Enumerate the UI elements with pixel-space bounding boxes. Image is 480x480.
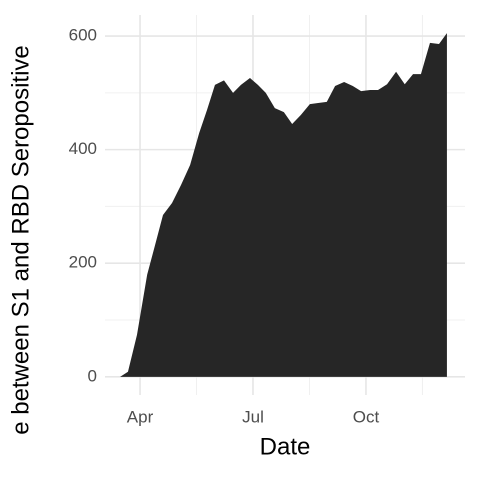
- y-tick-label: 600: [69, 26, 97, 45]
- x-tick-label: Jul: [242, 407, 264, 426]
- y-tick-label: 200: [69, 253, 97, 272]
- y-tick-label: 400: [69, 139, 97, 158]
- x-axis-label: Date: [260, 433, 311, 460]
- area: [120, 33, 447, 377]
- x-tick-label: Apr: [127, 407, 154, 426]
- x-tick-label: Oct: [353, 407, 380, 426]
- y-tick-label: 0: [88, 366, 97, 385]
- y-axis-label: e between S1 and RBD Seropositive: [7, 45, 34, 435]
